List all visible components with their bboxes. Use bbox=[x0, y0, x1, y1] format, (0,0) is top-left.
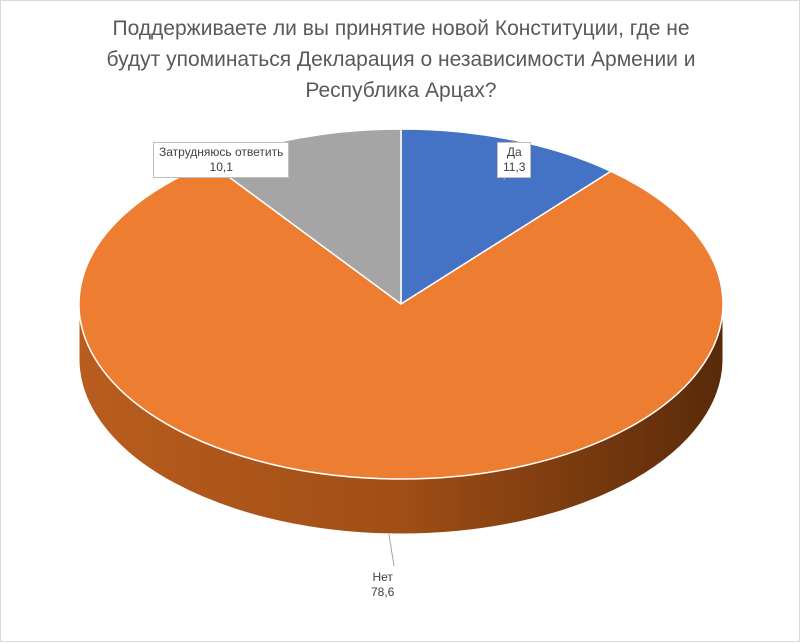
data-label-unsure: Затрудняюсь ответить 10,1 bbox=[153, 142, 290, 178]
pie-slices bbox=[78, 128, 724, 480]
leader-line-1 bbox=[388, 533, 395, 567]
chart-title: Поддерживаете ли вы принятие новой Конст… bbox=[61, 13, 741, 106]
data-label-yes: Да 11,3 bbox=[497, 142, 532, 178]
data-label-no: Нет 78,6 bbox=[365, 567, 401, 603]
data-label-yes-name: Да bbox=[506, 145, 522, 159]
leader-line-2 bbox=[300, 137, 314, 181]
data-label-no-name: Нет bbox=[372, 570, 393, 584]
chart-title-line-3: Республика Арцах? bbox=[305, 79, 497, 102]
data-label-no-value: 78,6 bbox=[371, 585, 395, 599]
chart-title-line-1: Поддерживаете ли вы принятие новой Конст… bbox=[112, 17, 690, 40]
data-label-unsure-name: Затрудняюсь ответить bbox=[159, 145, 284, 159]
pie-slice-1 bbox=[78, 162, 724, 480]
data-label-unsure-value: 10,1 bbox=[209, 160, 233, 174]
data-label-yes-value: 11,3 bbox=[503, 160, 526, 174]
chart-title-line-2: будут упоминаться Декларация о независим… bbox=[106, 48, 696, 71]
